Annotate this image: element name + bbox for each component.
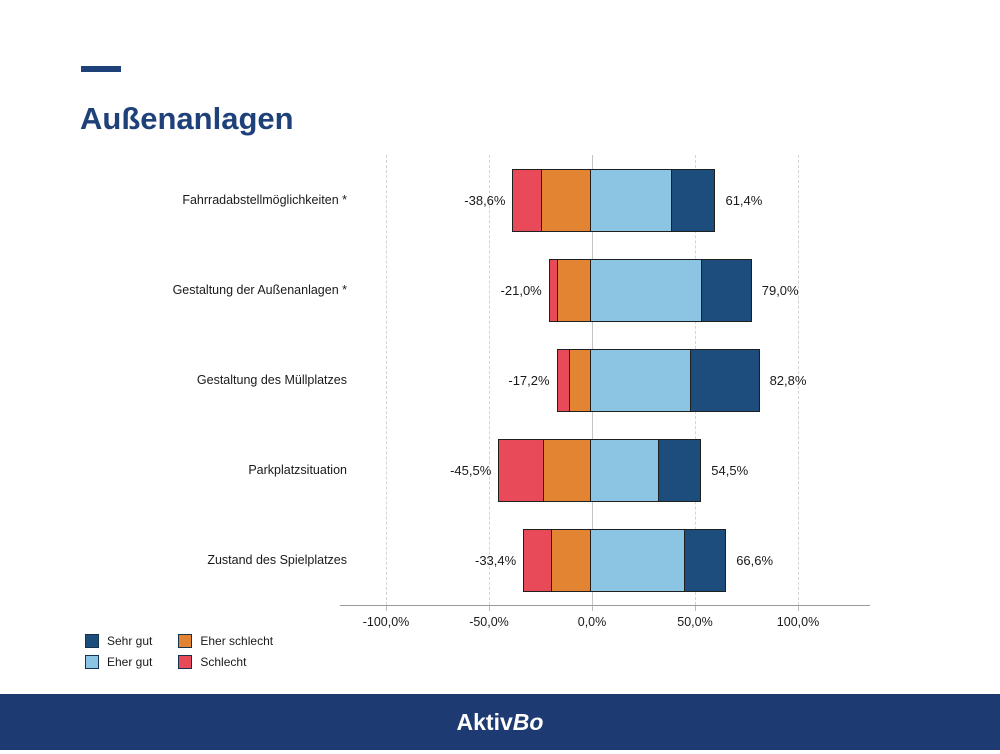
axis-tick <box>386 606 387 611</box>
positive-total-label: 66,6% <box>736 552 774 568</box>
legend-label: Eher gut <box>107 655 153 669</box>
negative-total-label: -17,2% <box>508 372 550 388</box>
bar-segment-eher-gut <box>589 529 686 592</box>
category-label-column: Fahrradabstellmöglichkeiten * Gestaltung … <box>95 155 347 605</box>
footer-bar: AktivBo <box>0 694 1000 750</box>
positive-total-label: 61,4% <box>725 192 763 208</box>
bar-segment-schlecht <box>512 169 543 232</box>
category-label: Gestaltung des Müllplatzes <box>196 372 347 387</box>
legend-swatch <box>178 655 193 669</box>
bar-segment-eher-schlecht <box>543 439 591 502</box>
negative-total-label: -45,5% <box>450 462 492 478</box>
legend-item: Eher schlecht <box>178 631 273 651</box>
bar-segment-sehr-gut <box>701 259 752 322</box>
legend-swatch <box>178 634 193 648</box>
bar-segment-schlecht <box>523 529 553 592</box>
axis-tick <box>798 606 799 611</box>
bar-segment-eher-schlecht <box>551 529 591 592</box>
category-label: Parkplatzsituation <box>248 462 347 477</box>
bar-segment-sehr-gut <box>689 349 760 412</box>
bar-segment-eher-schlecht <box>569 349 591 412</box>
brand-logo: AktivBo <box>457 709 544 735</box>
bar-segment-eher-schlecht <box>541 169 591 232</box>
brand-regular: Aktiv <box>456 709 513 735</box>
gridline <box>386 155 387 605</box>
bar-segment-eher-gut <box>589 169 673 232</box>
bar-segment-eher-gut <box>589 349 691 412</box>
x-tick-label: -100,0% <box>362 615 410 629</box>
bar-segment-schlecht <box>498 439 545 502</box>
diverging-bar-chart: Fahrradabstellmöglichkeiten * Gestaltung … <box>0 155 1000 635</box>
negative-total-label: -38,6% <box>464 192 506 208</box>
category-label: Gestaltung der Außenanlagen * <box>172 282 347 297</box>
bar-segment-eher-gut <box>589 259 703 322</box>
bar-segment-schlecht <box>556 349 571 412</box>
positive-total-label: 79,0% <box>761 282 799 298</box>
legend-item: Sehr gut <box>85 631 152 651</box>
negative-total-label: -33,4% <box>475 552 517 568</box>
stacked-bar <box>523 529 729 592</box>
page-title: Außenanlagen <box>80 101 294 136</box>
axis-tick <box>489 606 490 611</box>
negative-total-label: -21,0% <box>500 282 542 298</box>
legend-item: Eher gut <box>85 652 152 672</box>
brand-italic: Bo <box>512 709 544 735</box>
positive-total-label: 82,8% <box>769 372 807 388</box>
bar-segment-sehr-gut <box>657 439 702 502</box>
category-label: Fahrradabstellmöglichkeiten * <box>182 192 347 207</box>
legend-swatch <box>85 634 99 648</box>
stacked-bar <box>498 439 704 502</box>
legend-label: Schlecht <box>200 655 247 669</box>
bar-segment-sehr-gut <box>684 529 727 592</box>
bar-segment-sehr-gut <box>671 169 716 232</box>
category-label: Zustand des Spielplatzes <box>207 552 347 567</box>
accent-dash <box>81 66 121 72</box>
positive-total-label: 54,5% <box>711 462 749 478</box>
x-axis-line <box>340 605 870 606</box>
chart-legend: Sehr gut Eher gut Eher schlecht Schlecht <box>85 631 273 672</box>
gridline <box>798 155 799 605</box>
stacked-bar <box>512 169 718 232</box>
x-tick-label: -50,0% <box>469 615 509 629</box>
x-tick-label: 50,0% <box>677 615 713 629</box>
plot-area: -100,0% -50,0% 0,0% 50,0% 100,0% -38,6% 61,4% -… <box>340 155 870 629</box>
legend-item: Schlecht <box>178 652 273 672</box>
legend-label: Eher schlecht <box>200 634 274 648</box>
bar-segment-eher-gut <box>589 439 659 502</box>
x-tick-label: 100,0% <box>776 615 820 629</box>
x-tick-label: 0,0% <box>577 615 607 629</box>
stacked-bar <box>556 349 763 412</box>
bar-segment-eher-schlecht <box>556 259 591 322</box>
legend-label: Sehr gut <box>107 634 153 648</box>
gridline <box>489 155 490 605</box>
axis-tick <box>592 606 593 611</box>
legend-swatch <box>85 655 99 669</box>
axis-tick <box>695 606 696 611</box>
stacked-bar <box>548 259 755 322</box>
